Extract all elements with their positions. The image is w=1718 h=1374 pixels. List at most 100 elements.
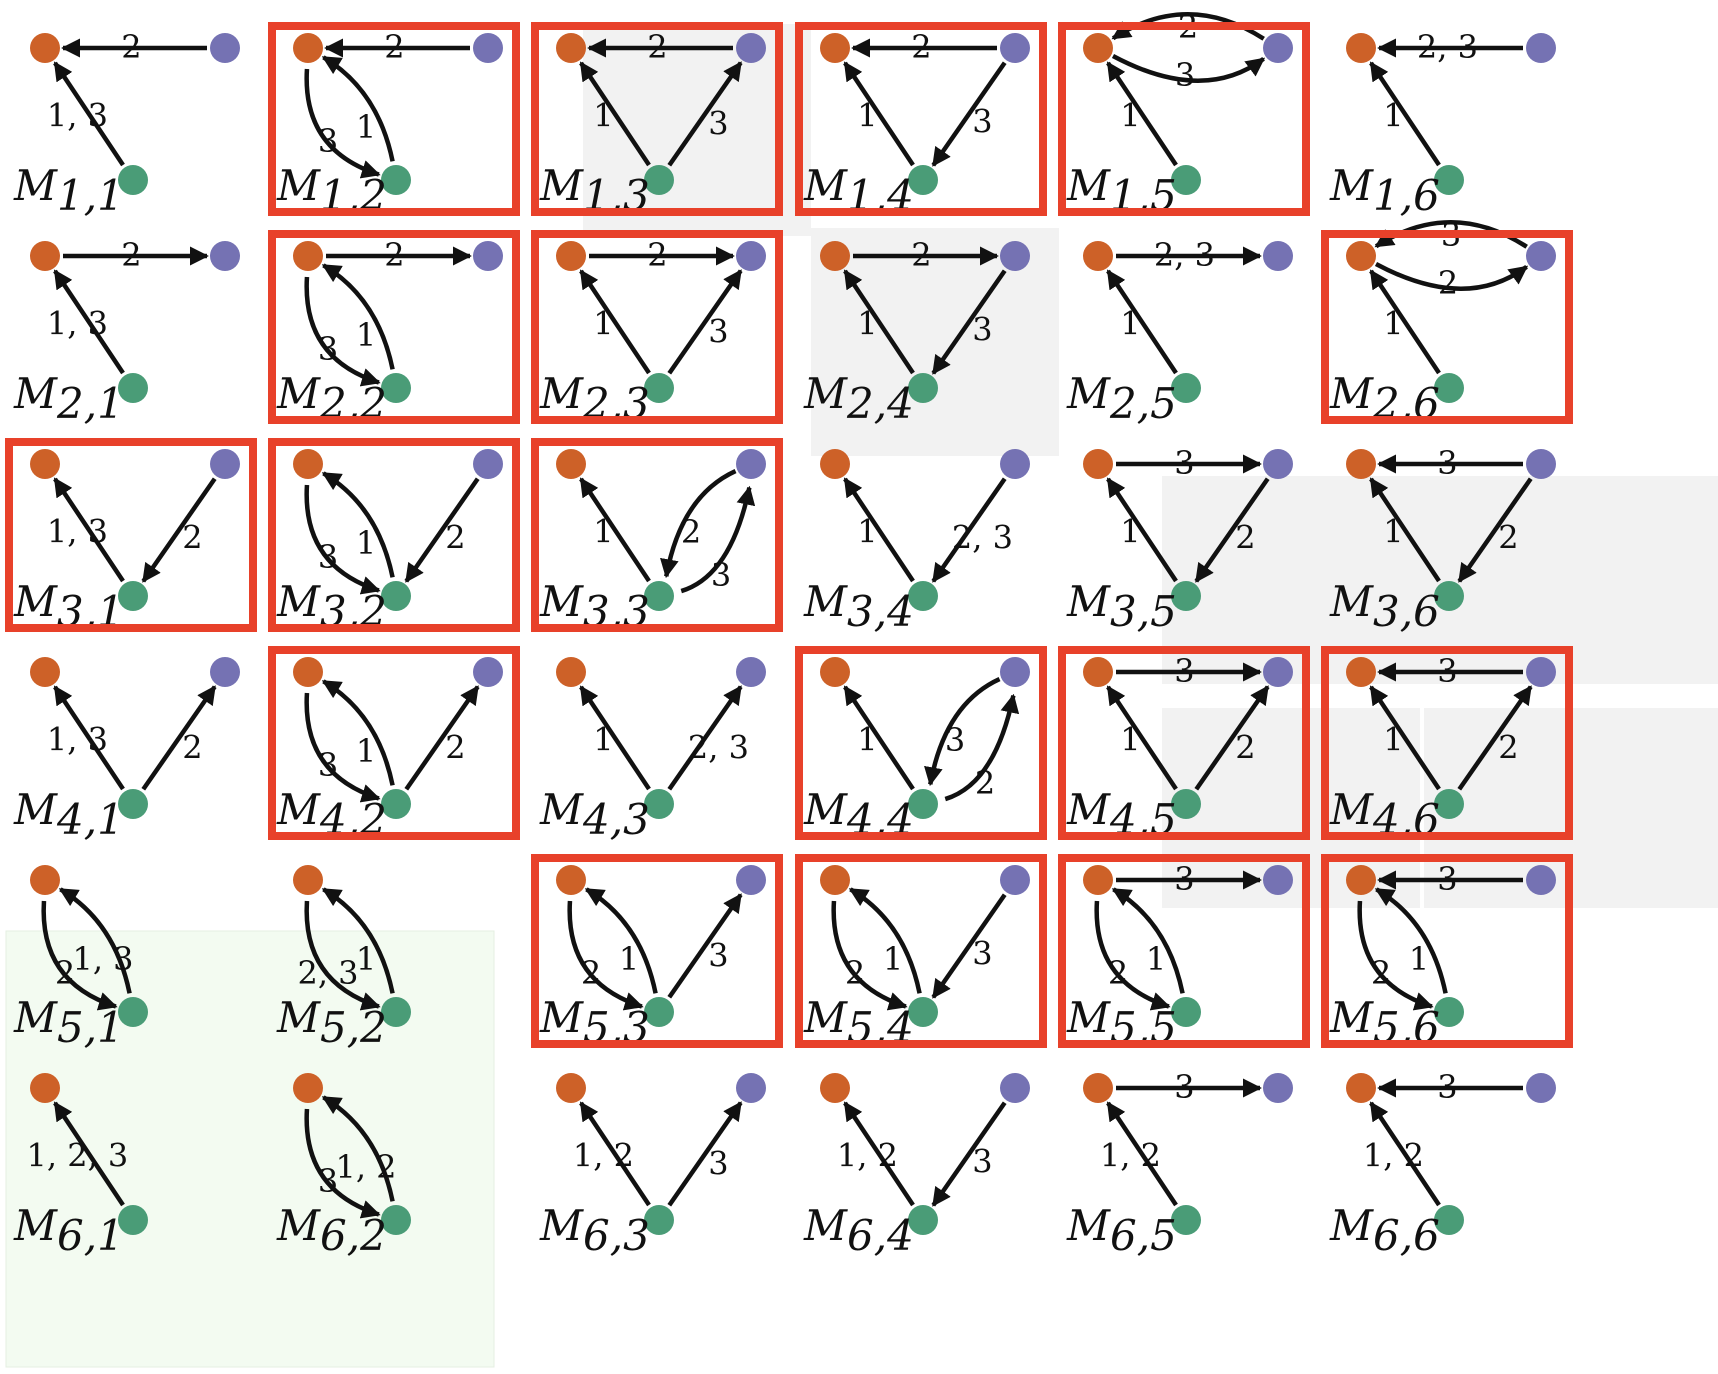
motif-panel-2-3: 21 3M2,3 [539, 236, 766, 428]
third-node [1171, 789, 1201, 819]
edge-arrow [1369, 1101, 1441, 1207]
source-node [30, 241, 60, 271]
edge-label: 1, 2 [1363, 1137, 1424, 1175]
source-node [1346, 865, 1376, 895]
motif-panel-2-1: 2 1, 3 M2,1 [13, 236, 240, 428]
highlight-border [268, 230, 520, 424]
edge-label: 3 [1174, 1068, 1194, 1106]
edge-arrow [667, 61, 743, 167]
edge-arrow [321, 887, 395, 994]
motif-label-subscript: 3,6 [1373, 587, 1440, 636]
motif-label-subscript: 6,4 [847, 1211, 914, 1260]
edge-label: 1, 2, 3 [27, 1137, 129, 1175]
third-node [644, 1205, 674, 1235]
source-node [820, 241, 850, 271]
edge-label: 1 [1383, 305, 1403, 343]
edge-label: 2, 3 [1417, 28, 1478, 66]
source-node [30, 449, 60, 479]
edge-arrow [1106, 685, 1178, 791]
highlight-border [531, 854, 783, 1048]
edge-arrow [931, 477, 1007, 583]
edge-arrow [1369, 61, 1441, 167]
edge-arrow [1106, 477, 1178, 583]
third-node [1434, 165, 1464, 195]
target-node [1526, 33, 1556, 63]
edge-label: 1 [1120, 97, 1140, 135]
source-node [556, 865, 586, 895]
edge-arrow [831, 900, 908, 1011]
edge-label: 1, 3 [47, 721, 108, 759]
edge-label: 1 [619, 940, 639, 978]
motif-label: M3,5 [1066, 577, 1177, 636]
edge-arrow [1369, 269, 1441, 375]
target-node [210, 449, 240, 479]
target-node [1000, 865, 1030, 895]
edge-label: 1 [593, 721, 613, 759]
third-node [644, 165, 674, 195]
edge-arrow [667, 685, 743, 791]
third-node [381, 165, 411, 195]
target-node [1526, 865, 1556, 895]
target-node [473, 33, 503, 63]
motif-label: M1,6 [1329, 161, 1440, 220]
target-node [736, 33, 766, 63]
edge-label: 3 [708, 313, 728, 351]
third-node [1171, 997, 1201, 1027]
highlight-border-layer [5, 22, 1573, 1048]
edge-arrow [667, 269, 743, 375]
source-node [820, 657, 850, 687]
edge-label: 1 [857, 97, 877, 135]
edge-label: 1 [356, 732, 376, 770]
motif-label: M6,5 [1066, 1201, 1177, 1260]
highlight-border [795, 22, 1047, 216]
edge-arrow [660, 469, 737, 579]
target-node [1263, 865, 1293, 895]
edge-arrow [843, 269, 915, 375]
edge-arrow [404, 477, 480, 583]
edge-label: 2 [445, 519, 465, 557]
edge-label: 1 [1146, 940, 1166, 978]
edge-label: 3 [1175, 56, 1195, 94]
target-node [736, 865, 766, 895]
target-node [210, 657, 240, 687]
edge-label: 3 [972, 103, 992, 141]
edge-arrow [1374, 262, 1529, 291]
source-node [1346, 1073, 1376, 1103]
source-node [820, 33, 850, 63]
third-node [1171, 581, 1201, 611]
target-node [1526, 241, 1556, 271]
edge-arrow [680, 485, 756, 594]
motif-label-subscript: 4,3 [582, 795, 650, 844]
edge-label: 1, 3 [47, 305, 108, 343]
edge-label: 1 [857, 721, 877, 759]
edge-label: 3 [318, 122, 338, 160]
motif-label-subscript: 6,2 [320, 1211, 387, 1260]
edge-arrow [667, 893, 743, 999]
motif-panel-3-1: 1, 3 2M3,1 [13, 449, 240, 636]
edge-arrow [1194, 685, 1270, 791]
edge-arrow [304, 1108, 381, 1219]
target-node [1263, 657, 1293, 687]
edge-arrow [1369, 477, 1441, 583]
edge-arrow [53, 685, 125, 791]
source-node [1083, 1073, 1113, 1103]
edge-arrow [1194, 477, 1270, 583]
third-node [381, 581, 411, 611]
motif-label: M1,1 [13, 161, 124, 220]
target-node [1263, 241, 1293, 271]
edge-arrow [321, 1095, 395, 1202]
edge-label: 2 [182, 519, 202, 557]
target-node [1000, 657, 1030, 687]
edge-label: 2, 3 [688, 729, 749, 767]
motif-label: M6,6 [1329, 1201, 1440, 1260]
motif-panel-1-1: 2 1, 3 M1,1 [13, 28, 240, 220]
target-node [1263, 449, 1293, 479]
motif-label-subscript: 6,3 [583, 1211, 650, 1260]
motif-label: M2,4 [803, 369, 914, 428]
edge-label: 2 [1498, 519, 1518, 557]
edge-arrow [53, 269, 125, 375]
target-node [210, 33, 240, 63]
